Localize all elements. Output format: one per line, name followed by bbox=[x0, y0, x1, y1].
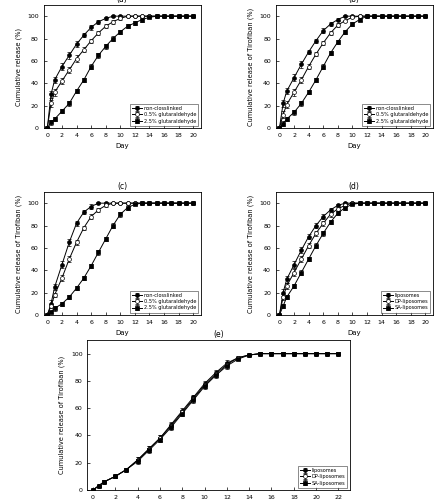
X-axis label: Day: Day bbox=[115, 330, 129, 336]
Y-axis label: Cumulative release of Tirofiban (%): Cumulative release of Tirofiban (%) bbox=[247, 8, 254, 126]
Legend: liposomes, DP-liposomes, SA-liposomes: liposomes, DP-liposomes, SA-liposomes bbox=[298, 466, 347, 487]
Legend: non-closslinked, 0.5% glutaraldehyde, 2.5% glutaraldehyde: non-closslinked, 0.5% glutaraldehyde, 2.… bbox=[130, 291, 198, 312]
Title: (d): (d) bbox=[349, 182, 360, 191]
Y-axis label: Cumulative release of Tirofiban (%): Cumulative release of Tirofiban (%) bbox=[15, 194, 22, 312]
Y-axis label: Cumulative release of Tirofiban (%): Cumulative release of Tirofiban (%) bbox=[59, 356, 66, 474]
Title: (a): (a) bbox=[117, 0, 128, 4]
X-axis label: Day: Day bbox=[347, 330, 361, 336]
Y-axis label: Cumulative release of Tirofiban (%): Cumulative release of Tirofiban (%) bbox=[247, 194, 254, 312]
Legend: liposomes, DP-liposomes, SA-liposomes: liposomes, DP-liposomes, SA-liposomes bbox=[381, 291, 430, 312]
X-axis label: Day: Day bbox=[115, 144, 129, 150]
Title: (c): (c) bbox=[117, 182, 127, 191]
Legend: non-closslinked, 0.5% glutaraldehyde, 2.5% glutaraldehyde: non-closslinked, 0.5% glutaraldehyde, 2.… bbox=[130, 104, 198, 126]
Y-axis label: Cumulative release (%): Cumulative release (%) bbox=[15, 28, 22, 106]
Legend: non-closslinked, 0.5% glutaraldehyde, 2.5% glutaraldehyde: non-closslinked, 0.5% glutaraldehyde, 2.… bbox=[362, 104, 430, 126]
Title: (e): (e) bbox=[213, 330, 224, 339]
Title: (b): (b) bbox=[349, 0, 360, 4]
X-axis label: Day: Day bbox=[347, 144, 361, 150]
